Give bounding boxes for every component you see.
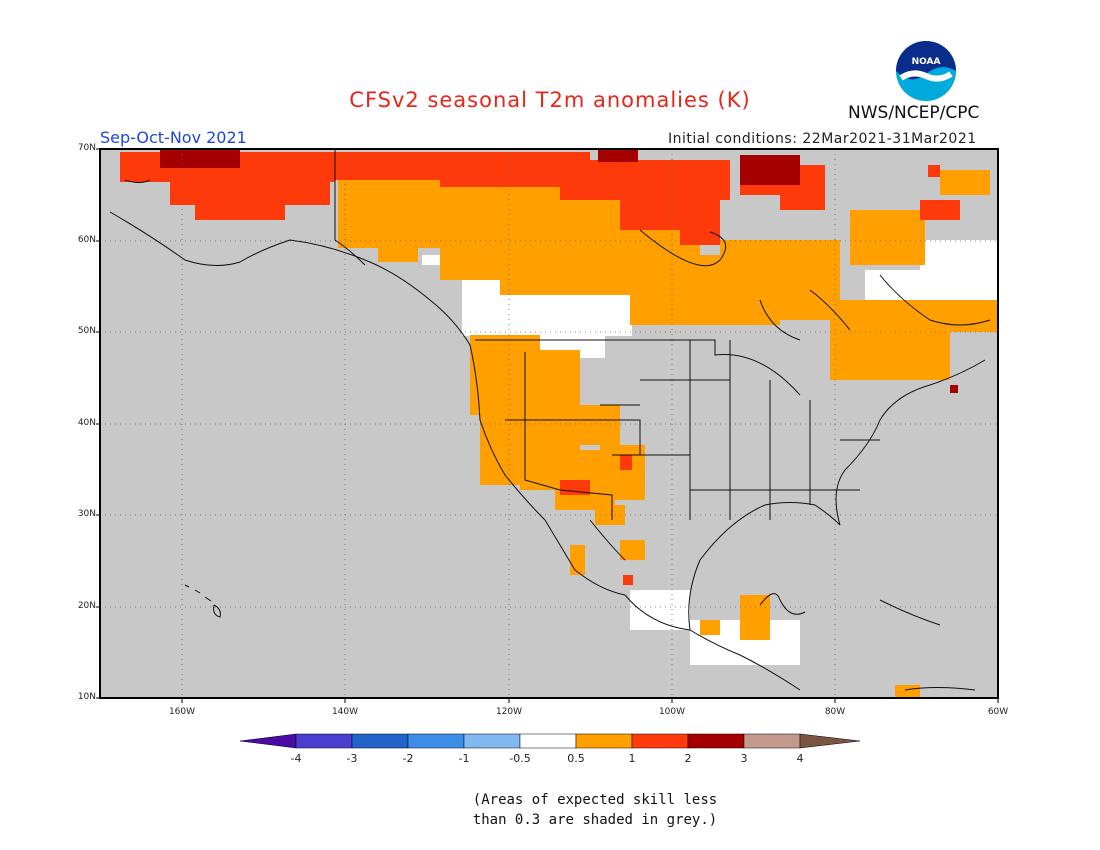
- colorbar-cell: [239, 733, 297, 749]
- colorbar-cell: [631, 733, 689, 749]
- colorbar-cell: [519, 733, 577, 749]
- anomaly-2-3-regions: [160, 150, 958, 393]
- map-title: CFSv2 seasonal T2m anomalies (K): [349, 88, 751, 112]
- forecast-period: Sep-Oct-Nov 2021: [100, 128, 247, 147]
- footnote-line: (Areas of expected skill less: [472, 792, 718, 808]
- colorbar-tick: -2: [402, 752, 414, 765]
- lat-label: 40N: [77, 418, 96, 428]
- colorbar-cell: [351, 733, 409, 749]
- colorbar-cell: [295, 733, 353, 749]
- colorbar-tick: 4: [796, 752, 804, 765]
- colorbar-tick: -4: [290, 752, 302, 765]
- lat-label: 60N: [77, 235, 96, 245]
- svg-text:NOAA: NOAA: [912, 57, 941, 67]
- hawaii-islands: [184, 584, 221, 618]
- colorbar-tick: -3: [346, 752, 358, 765]
- colorbar-tick: 0.5: [567, 752, 585, 765]
- agency-label: NWS/NCEP/CPC: [848, 103, 980, 123]
- colorbar-tick: -1: [458, 752, 470, 765]
- lon-label: 140W: [331, 707, 359, 717]
- lat-label: 10N: [77, 692, 96, 702]
- colorbar-cell: [799, 733, 861, 749]
- colorbar-tick: 1: [628, 752, 636, 765]
- lon-label: 120W: [495, 707, 523, 717]
- colorbar-cell: [687, 733, 745, 749]
- footnote-line: than 0.3 are shaded in grey.): [472, 812, 718, 828]
- lon-label: 160W: [168, 707, 196, 717]
- colorbar-cell: [743, 733, 801, 749]
- colorbar-cell: [463, 733, 521, 749]
- colorbar-tick: -0.5: [509, 752, 531, 765]
- lon-label: 60W: [987, 707, 1009, 717]
- anomaly-1-2-regions: [120, 152, 960, 585]
- initial-conditions: Initial conditions: 22Mar2021-31Mar2021: [668, 131, 977, 147]
- lat-label: 20N: [77, 601, 96, 611]
- lat-label: 30N: [77, 509, 96, 519]
- lat-label: 70N: [77, 143, 96, 153]
- lon-label: 80W: [824, 707, 846, 717]
- axis-ticks: [96, 148, 999, 703]
- colorbar-tick: 3: [740, 752, 748, 765]
- lon-label: 100W: [658, 707, 686, 717]
- lat-label: 50N: [77, 326, 96, 336]
- colorbar-tick: 2: [684, 752, 692, 765]
- colorbar-cell: [575, 733, 633, 749]
- skill-footnote: (Areas of expected skill less than 0.3 a…: [470, 790, 720, 830]
- noaa-logo-icon: NOAA: [896, 41, 956, 101]
- coastlines: [109, 149, 991, 691]
- colorbar-cell: [407, 733, 465, 749]
